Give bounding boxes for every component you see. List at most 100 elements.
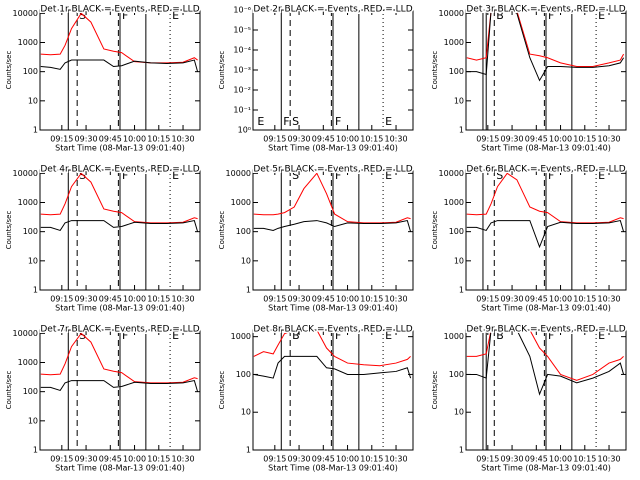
y-tick-label: 100 <box>236 227 251 236</box>
x-tick-label: 09:45 <box>99 455 122 464</box>
x-axis-label: Start Time (08-Mar-13 09:01:40) <box>481 304 611 313</box>
plot-frame <box>252 169 414 291</box>
panel: 1 10 100 1000 10000 09:15 09:30 09:45 10:00 10:15… <box>431 3 627 153</box>
x-axis-label: Start Time (08-Mar-13 09:01:40) <box>55 464 185 473</box>
y-tick-label: 100 <box>449 370 464 379</box>
x-tick-label: 10:00 <box>123 295 146 304</box>
x-tick-label: 10:15 <box>360 135 383 144</box>
x-axis-label: Start Time (08-Mar-13 09:01:40) <box>481 464 611 473</box>
x-tick-label: 10:15 <box>147 135 170 144</box>
chart-title: Det 9r BLACK = Events, RED = LLD <box>466 325 625 335</box>
y-tick-label: 1000 <box>18 358 38 367</box>
y-axis-label: Counts/sec <box>218 51 226 90</box>
x-tick-label: 10:00 <box>123 135 146 144</box>
panel: 1 10 100 1000 10000 09:15 09:30 09:45 10:00 10:15… <box>5 3 201 153</box>
chart-title: Det 1r BLACK = Events, RED = LLD <box>40 5 199 15</box>
plot-frame <box>465 329 627 451</box>
x-tick-label: 09:15 <box>263 295 286 304</box>
marker-label: S <box>79 329 86 342</box>
y-tick-label: 10000 <box>13 169 38 178</box>
y-tick-label: 100 <box>449 67 464 76</box>
x-tick-label: 09:15 <box>50 135 73 144</box>
y-tick-label: 10 <box>454 96 464 105</box>
y-tick-label: 1000 <box>231 332 251 341</box>
y-tick-label: 1 <box>459 286 464 295</box>
x-tick-label: 10:15 <box>573 135 596 144</box>
x-tick-label: 10:15 <box>573 455 596 464</box>
x-tick-label: 09:30 <box>501 455 524 464</box>
series-line <box>466 219 625 249</box>
y-axis-label: Counts/sec <box>218 371 226 410</box>
x-tick-label: 10:00 <box>549 455 572 464</box>
x-tick-label: 09:45 <box>312 135 335 144</box>
marker-label: B <box>496 9 504 22</box>
y-axis-label: Counts/sec <box>431 51 439 90</box>
series-line <box>253 330 411 367</box>
marker-label: B <box>496 329 504 342</box>
series-line <box>466 10 625 82</box>
x-tick-label: 10:30 <box>384 295 407 304</box>
x-tick-label: 10:30 <box>384 135 407 144</box>
x-tick-label: 10:15 <box>573 295 596 304</box>
series-line <box>466 330 625 396</box>
x-tick-label: 09:15 <box>263 455 286 464</box>
marker-label: E <box>385 115 392 128</box>
x-tick-label: 10:00 <box>336 455 359 464</box>
y-tick-label: 100 <box>23 67 38 76</box>
y-tick-label: 10000 <box>439 9 464 18</box>
panel: 1 10 100 1000 10000 09:15 09:30 09:45 10:00 10:15… <box>5 323 201 473</box>
series-line <box>40 12 198 64</box>
y-tick-label: 10⁻⁵ <box>233 26 251 35</box>
series-line <box>253 172 411 224</box>
x-tick-label: 10:00 <box>549 295 572 304</box>
y-tick-label: 1000 <box>444 198 464 207</box>
marker-label: E <box>257 115 264 128</box>
marker-label: F <box>548 9 554 22</box>
x-tick-label: 09:15 <box>50 455 73 464</box>
marker-label: E <box>598 329 605 342</box>
plot-frame <box>39 329 201 451</box>
x-axis-label: Start Time (08-Mar-13 09:01:40) <box>268 144 398 153</box>
y-tick-label: 100 <box>23 387 38 396</box>
x-tick-label: 09:15 <box>476 455 499 464</box>
y-axis-label: Counts/sec <box>218 211 226 250</box>
series-line <box>253 355 412 379</box>
x-tick-label: 10:00 <box>336 135 359 144</box>
chart-title: Det 6r BLACK = Events, RED = LLD <box>466 165 625 175</box>
series-line <box>40 219 199 232</box>
y-tick-label: 1 <box>33 126 38 135</box>
x-tick-label: 09:30 <box>75 295 98 304</box>
chart-title: Det 2r BLACK = Events, RED = LLD <box>253 5 412 15</box>
x-tick-label: 09:15 <box>476 135 499 144</box>
marker-label: S <box>496 169 503 182</box>
plot-frame <box>465 9 627 131</box>
x-tick-label: 10:00 <box>336 295 359 304</box>
y-tick-label: 10000 <box>439 169 464 178</box>
y-tick-label: 10⁰ <box>238 126 251 135</box>
marker-label: E <box>172 169 179 182</box>
y-tick-label: 1000 <box>18 198 38 207</box>
marker-label: E <box>172 9 179 22</box>
y-tick-label: 10⁻¹ <box>233 106 251 115</box>
panel: 1 10 100 1000 10000 09:15 09:30 09:45 10:00 10:15… <box>5 163 201 313</box>
x-axis-label: Start Time (08-Mar-13 09:01:40) <box>268 464 398 473</box>
plot-frame <box>465 169 627 291</box>
y-tick-label: 1000 <box>444 38 464 47</box>
y-tick-label: 1 <box>459 446 464 455</box>
x-tick-label: 10:30 <box>171 135 194 144</box>
x-tick-label: 10:00 <box>549 135 572 144</box>
marker-label: S <box>79 169 86 182</box>
series-line <box>466 330 624 381</box>
series-line <box>466 10 625 68</box>
x-tick-label: 09:30 <box>75 455 98 464</box>
plot-frame <box>39 9 201 131</box>
y-tick-label: 10000 <box>226 169 251 178</box>
series-line <box>40 379 199 392</box>
y-tick-label: 10⁻⁴ <box>233 46 251 55</box>
x-axis-label: Start Time (08-Mar-13 09:01:40) <box>268 304 398 313</box>
y-tick-label: 1000 <box>231 198 251 207</box>
marker-label: F <box>335 169 341 182</box>
series-line <box>466 172 624 224</box>
marker-label: F <box>548 329 554 342</box>
